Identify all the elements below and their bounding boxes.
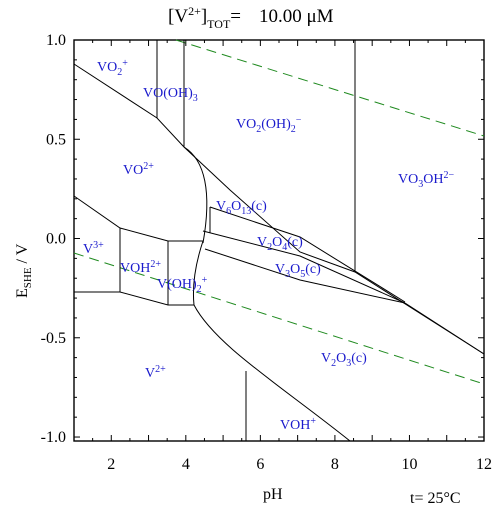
x-tick-label: 6 [256, 456, 264, 473]
species-voh-2plus: VOH2+ [120, 259, 161, 276]
species-voh-plus: VOH+ [280, 416, 316, 433]
species-vo2-plus: VO2+ [97, 58, 128, 78]
species-vooh3: VO(OH)3 [143, 86, 198, 104]
y-tick-label: 1.0 [46, 32, 66, 49]
species-v2o3: V2O3(c) [321, 351, 367, 369]
chart-title: [V2+]TOT= 10.00 μM [168, 4, 334, 31]
y-tick-label: 0.0 [46, 231, 66, 248]
species-vo2oh2-minus: VO2(OH)2− [236, 115, 302, 135]
x-tick-label: 10 [401, 456, 417, 473]
x-tick-label: 2 [107, 456, 115, 473]
species-voh2-plus: V(OH)2+ [157, 275, 208, 295]
temperature-label: t= 25°C [410, 490, 461, 507]
x-tick-label: 4 [182, 456, 190, 473]
species-vo-2plus: VO2+ [123, 161, 154, 178]
water-upper-line [175, 39, 485, 137]
x-tick-label: 12 [476, 456, 492, 473]
region-boundaries [73, 40, 485, 442]
y-axis-label: ESHE / V [14, 243, 34, 298]
axis-ticks [73, 39, 485, 441]
species-vo3oh-2minus: VO3OH2− [398, 170, 454, 190]
species-v3o5: V3O5(c) [275, 262, 321, 280]
y-tick-label: 0.5 [46, 131, 66, 148]
species-labels: VO2+ VO(OH)3 VO2(OH)2− VO2+ VO3OH2− V6O1… [83, 58, 454, 433]
x-axis-label: pH [263, 486, 283, 503]
y-tick-labels: 1.0 0.5 0.0 -0.5 -1.0 [41, 32, 66, 446]
y-tick-label: -1.0 [41, 429, 66, 446]
y-tick-label: -0.5 [41, 330, 66, 347]
x-tick-label: 8 [331, 456, 339, 473]
species-v2o4: V2O4(c) [257, 235, 303, 253]
species-v6o13: V6O13(c) [216, 199, 267, 217]
x-tick-labels: 2 4 6 8 10 12 [107, 456, 492, 473]
species-v-2plus: V2+ [145, 364, 166, 381]
water-lower-line [73, 252, 485, 385]
species-v-3plus: V3+ [83, 240, 104, 257]
